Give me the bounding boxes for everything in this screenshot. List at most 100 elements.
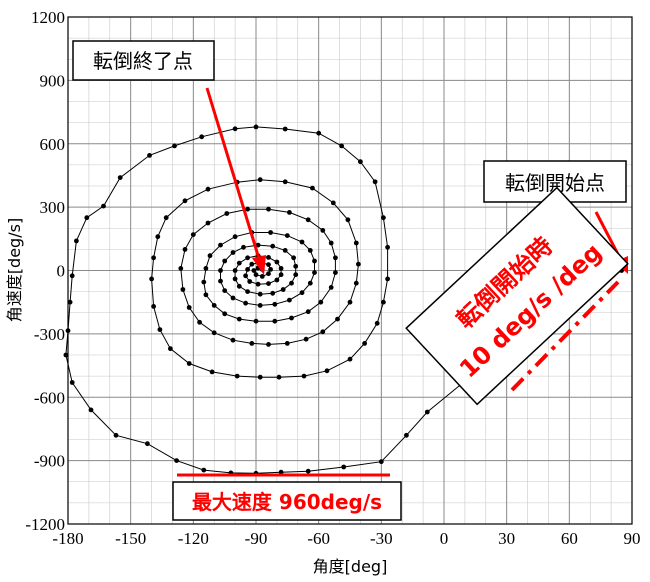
y-tick-label: 300: [40, 198, 66, 217]
data-point: [318, 299, 324, 305]
plot-frame: [67, 16, 633, 525]
data-point: [347, 299, 353, 305]
data-point: [257, 291, 263, 297]
data-point: [356, 261, 361, 267]
data-point: [236, 316, 242, 322]
data-point: [280, 287, 286, 292]
x-tick-label: -90: [245, 529, 268, 548]
data-point: [145, 441, 150, 447]
data-point: [257, 177, 263, 183]
data-point: [199, 134, 205, 140]
x-tick-label: -30: [370, 529, 393, 548]
data-point: [404, 432, 409, 438]
y-axis-label: 角速度[deg/s]: [5, 218, 24, 322]
data-point: [243, 273, 249, 279]
data-point: [190, 232, 196, 238]
end-point-arrow: [205, 87, 262, 263]
data-point: [345, 217, 351, 223]
data-point: [197, 319, 203, 325]
max-speed-label: 最大速度 960deg/s: [192, 490, 382, 514]
data-point: [224, 211, 230, 216]
data-point: [255, 242, 261, 248]
data-point: [385, 244, 390, 250]
data-point: [249, 261, 255, 267]
data-point: [310, 185, 315, 191]
data-point: [230, 295, 236, 301]
y-tick-label: -300: [34, 325, 65, 344]
data-point: [113, 432, 119, 438]
data-point: [266, 262, 271, 267]
data-point: [232, 126, 238, 132]
x-tick-label: -180: [52, 529, 83, 548]
data-point: [205, 220, 211, 226]
data-point: [301, 373, 307, 379]
data-point: [149, 276, 155, 282]
data-point: [249, 341, 255, 346]
data-point: [155, 234, 161, 240]
data-point: [186, 361, 192, 366]
data-point: [218, 242, 223, 248]
data-point: [372, 179, 378, 185]
y-tick-label: 0: [57, 262, 66, 281]
data-point: [84, 215, 90, 221]
x-tick-label: -150: [115, 529, 146, 548]
data-point: [274, 277, 280, 283]
data-point: [378, 459, 384, 465]
x-tick-label: 0: [440, 529, 449, 548]
data-point: [266, 342, 271, 347]
data-point: [207, 253, 213, 259]
data-point: [324, 368, 330, 374]
data-point: [101, 203, 106, 209]
data-point: [316, 130, 322, 136]
data-point: [284, 233, 290, 239]
data-point: [291, 255, 296, 261]
spiral-points: [63, 124, 624, 476]
data-point: [211, 330, 217, 336]
data-point: [201, 467, 207, 473]
initial-slope-line: [510, 280, 620, 392]
data-point: [180, 287, 186, 292]
data-point: [385, 276, 390, 282]
max-speed-callout-box: [172, 481, 402, 521]
data-point: [157, 327, 163, 332]
data-point: [232, 268, 238, 273]
data-point: [270, 290, 276, 296]
data-point: [205, 186, 211, 192]
y-tick-label: 900: [40, 71, 66, 90]
x-axis-label: 角度[deg]: [313, 557, 388, 576]
data-point: [241, 244, 246, 250]
end-point-callout-box: [72, 40, 215, 81]
data-point: [245, 206, 251, 212]
x-tick-label: 60: [561, 529, 578, 548]
data-point: [203, 266, 209, 271]
data-point: [266, 281, 271, 286]
data-point: [211, 303, 217, 308]
data-point: [63, 352, 69, 358]
data-point: [117, 175, 123, 181]
data-point: [163, 215, 169, 221]
data-point: [236, 283, 242, 289]
data-point: [358, 159, 363, 165]
data-point: [266, 206, 271, 212]
y-tick-label: 600: [40, 135, 66, 154]
data-point: [330, 200, 336, 206]
end-point-callout-label: 転倒終了点: [93, 49, 193, 73]
data-point: [282, 179, 288, 185]
data-point: [307, 280, 313, 286]
data-point: [182, 198, 188, 204]
end-point-arrowhead: [252, 255, 266, 275]
data-point: [320, 228, 326, 233]
data-point: [341, 464, 347, 470]
data-point: [253, 318, 259, 324]
y-tick-label: -600: [34, 388, 65, 407]
data-point: [230, 337, 236, 343]
data-point: [278, 266, 284, 271]
data-point: [268, 267, 273, 272]
data-point: [88, 407, 94, 413]
data-point: [333, 270, 338, 275]
data-point: [182, 247, 188, 252]
data-point: [209, 369, 215, 375]
data-point: [245, 289, 251, 294]
y-tick-label: -900: [34, 452, 65, 471]
data-point: [312, 258, 317, 264]
